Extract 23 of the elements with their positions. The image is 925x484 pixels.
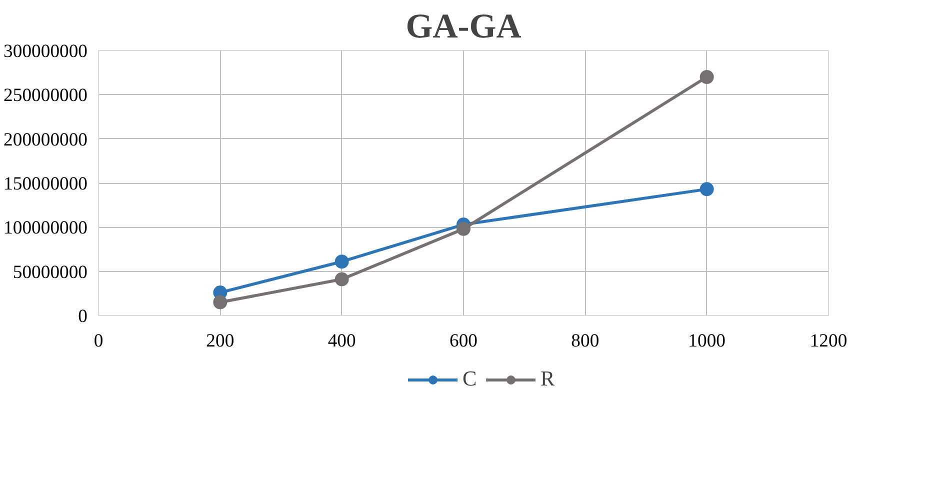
x-tick-label: 800 [571,330,600,352]
point [700,182,714,196]
point [334,254,349,269]
legend-label: R [540,366,556,392]
point [456,222,470,236]
legend-label: C [462,366,478,392]
x-tick-label: 1000 [688,330,726,352]
x-tick-label: 200 [206,330,234,352]
point [700,70,714,84]
point [334,272,349,286]
x-tick-label: 1200 [810,330,848,352]
y-tick-label: 100000000 [4,218,88,239]
y-tick-label: 300000000 [4,41,88,62]
point [213,295,228,310]
y-tick-label: 50000000 [12,262,88,283]
y-tick-label: 200000000 [4,129,88,150]
chart-title: GA-GA [406,8,522,46]
x-tick-label: 0 [94,330,104,352]
x-tick-label: 600 [450,330,478,352]
y-tick-label: 250000000 [4,85,88,106]
y-tick-label: 0 [78,306,88,327]
x-tick-label: 400 [328,330,356,352]
y-tick-label: 150000000 [4,174,88,194]
